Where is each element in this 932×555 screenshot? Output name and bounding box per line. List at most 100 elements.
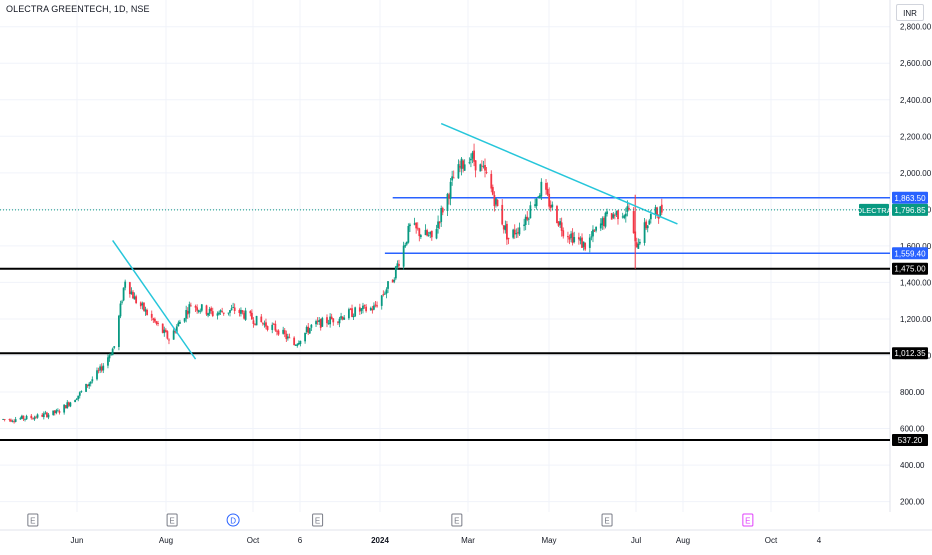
candle-body bbox=[283, 330, 286, 334]
candle-body bbox=[152, 318, 155, 320]
candle-body bbox=[305, 327, 308, 333]
y-tick-label: 2,000.00 bbox=[900, 169, 932, 178]
y-tick-label: 1,400.00 bbox=[900, 278, 932, 287]
candle-body bbox=[402, 245, 405, 267]
candle-body bbox=[502, 225, 505, 230]
candle-body bbox=[470, 158, 472, 161]
candle-body bbox=[265, 322, 267, 327]
dividend-badge-label: D bbox=[230, 517, 236, 526]
candle-body bbox=[155, 321, 158, 324]
x-tick-label: Aug bbox=[159, 536, 173, 545]
time-axis[interactable]: Jun Aug Oct 6 2024 Mar May Jul Aug Oct 4 bbox=[71, 536, 822, 545]
candle-body bbox=[286, 336, 289, 339]
candle-body bbox=[200, 304, 203, 311]
earnings-badge bbox=[166, 513, 178, 527]
candle-body bbox=[480, 165, 483, 167]
candle-body bbox=[659, 206, 662, 218]
x-tick-label: Oct bbox=[247, 536, 260, 545]
candle-body bbox=[310, 324, 313, 328]
candle-body bbox=[97, 370, 100, 372]
x-tick-label: Jul bbox=[631, 536, 641, 545]
candle-body bbox=[304, 332, 306, 342]
candle-body bbox=[482, 166, 485, 168]
candle-body bbox=[185, 310, 188, 319]
candle-body bbox=[518, 227, 521, 235]
candle-body bbox=[437, 221, 439, 229]
currency-button[interactable]: INR bbox=[896, 4, 924, 21]
candle-body bbox=[164, 329, 167, 333]
candle-body bbox=[183, 318, 186, 322]
candle-body bbox=[266, 326, 269, 330]
candle-body bbox=[504, 225, 507, 231]
candle-body bbox=[512, 229, 515, 238]
y-tick-label: 600.00 bbox=[900, 425, 925, 434]
candle-body bbox=[549, 204, 552, 208]
candle-body bbox=[74, 400, 76, 403]
candle-body bbox=[2, 419, 5, 420]
candle-body bbox=[441, 208, 444, 213]
candle-body bbox=[118, 315, 120, 348]
price-axis[interactable]: 200.00400.00600.00800.001,000.001,200.00… bbox=[0, 0, 932, 531]
candle-body bbox=[146, 309, 148, 315]
horizontal-levels[interactable] bbox=[0, 197, 890, 442]
candle-body bbox=[451, 176, 454, 181]
candle-body bbox=[612, 214, 615, 218]
candle-body bbox=[63, 404, 66, 413]
earnings-badge-label: E bbox=[169, 517, 174, 526]
candle-body bbox=[473, 150, 475, 162]
candle-body bbox=[529, 205, 532, 219]
candle-body bbox=[337, 321, 339, 323]
candle-body bbox=[419, 235, 422, 238]
candle-body bbox=[654, 207, 657, 215]
earnings-badge-label: E bbox=[604, 517, 609, 526]
candle-body bbox=[35, 416, 37, 418]
candle-body bbox=[177, 322, 180, 327]
candle-body bbox=[22, 415, 25, 420]
candle-body bbox=[570, 233, 572, 238]
candle-body bbox=[326, 317, 328, 324]
candle-body bbox=[119, 303, 122, 317]
candle-body bbox=[58, 411, 61, 413]
x-tick-label: 4 bbox=[817, 536, 822, 545]
candle-body bbox=[276, 330, 278, 332]
candle-body bbox=[449, 181, 452, 199]
candle-body bbox=[321, 317, 324, 327]
candle-body bbox=[133, 296, 136, 300]
candle-body bbox=[351, 308, 353, 317]
candle-body bbox=[537, 196, 540, 198]
candle-body bbox=[347, 309, 350, 319]
candle-body bbox=[562, 230, 565, 237]
candle-body bbox=[111, 348, 114, 356]
candle-body bbox=[523, 224, 526, 226]
candle-body bbox=[491, 187, 494, 195]
candle-body bbox=[474, 160, 477, 171]
trendlines[interactable] bbox=[112, 122, 678, 360]
candle-body bbox=[319, 318, 322, 328]
candle-body bbox=[294, 345, 297, 346]
candle-body bbox=[632, 211, 635, 234]
candle-body bbox=[282, 329, 285, 334]
candle-body bbox=[150, 313, 153, 318]
earnings-badge-label: E bbox=[315, 517, 320, 526]
candle-body bbox=[560, 222, 563, 231]
y-tick-label: 400.00 bbox=[900, 461, 925, 470]
candle-body bbox=[385, 289, 388, 294]
candle-body bbox=[354, 307, 357, 317]
candle-body bbox=[396, 263, 399, 268]
candle-body bbox=[394, 266, 397, 279]
candle-body bbox=[362, 305, 364, 310]
y-tick-label: 1,200.00 bbox=[900, 315, 932, 324]
candle-body bbox=[197, 310, 200, 312]
candle-body bbox=[161, 323, 164, 333]
y-tick-label: 2,200.00 bbox=[900, 132, 932, 141]
candle-body bbox=[490, 173, 493, 189]
candle-body bbox=[501, 204, 504, 225]
candle-body bbox=[205, 305, 208, 315]
symbol-label-bg bbox=[859, 203, 889, 216]
symbol-title[interactable]: OLECTRA GREENTECH, 1D, NSE bbox=[6, 4, 150, 14]
candle-body bbox=[610, 213, 613, 220]
candle-body bbox=[297, 343, 300, 345]
